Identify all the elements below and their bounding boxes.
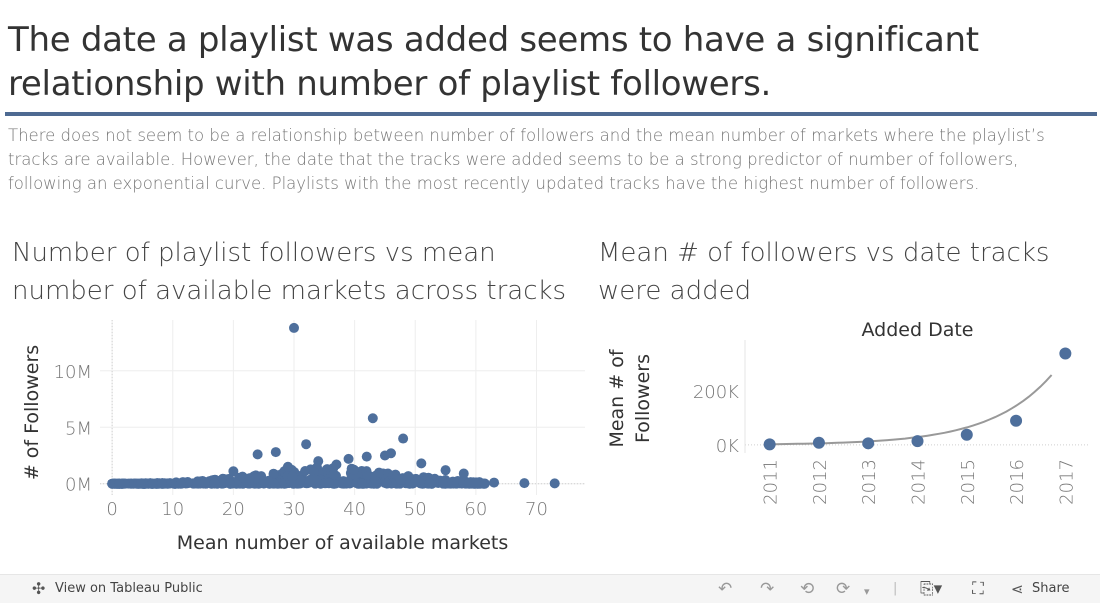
- data-point: [199, 476, 210, 487]
- x-tick-label: 2017: [1056, 459, 1077, 505]
- data-point: [862, 437, 875, 450]
- data-point: [175, 478, 186, 489]
- x-tick-label: 2015: [958, 459, 979, 505]
- data-point: [282, 461, 293, 472]
- x-tick-label: 2016: [1007, 459, 1028, 505]
- data-point: [374, 467, 385, 478]
- data-point: [301, 439, 312, 450]
- scatter-chart[interactable]: 0 10 20 30 40 50 60 70 0M 5M 10M Mean number of ava…: [0, 310, 600, 570]
- data-point: [458, 468, 469, 479]
- data-point: [270, 447, 281, 458]
- refresh-icon[interactable]: ⟳: [836, 579, 851, 599]
- y-axis-label: # of Followers: [21, 345, 43, 480]
- data-point: [300, 466, 311, 477]
- data-point: [244, 473, 255, 484]
- data-point: [1059, 347, 1072, 360]
- data-point: [440, 465, 451, 476]
- fullscreen-icon[interactable]: ⛶: [972, 579, 984, 599]
- data-point: [911, 435, 924, 448]
- x-tick-label: 50: [404, 499, 427, 520]
- x-tick-label: 60: [464, 499, 487, 520]
- tableau-logo-icon: ✣: [32, 579, 46, 598]
- data-point: [323, 478, 334, 489]
- data-point: [361, 451, 372, 462]
- y-tick-label: 0M: [65, 475, 92, 496]
- data-point: [812, 436, 825, 449]
- x-tick-label: 2012: [810, 459, 831, 505]
- data-point: [463, 478, 474, 489]
- data-point: [438, 478, 449, 489]
- data-point: [135, 478, 146, 489]
- data-point: [305, 474, 316, 485]
- x-tick-label: 70: [525, 499, 548, 520]
- y-axis-label-line2: Followers: [632, 354, 654, 443]
- data-point: [960, 428, 973, 441]
- data-point: [343, 478, 354, 489]
- x-tick-label: 0: [106, 499, 117, 520]
- data-point: [403, 471, 414, 482]
- revert-icon[interactable]: ⟲: [800, 579, 815, 599]
- data-point: [258, 476, 269, 487]
- data-point: [114, 478, 125, 489]
- data-point: [357, 478, 368, 489]
- header-label: Added Date: [862, 319, 974, 341]
- data-point: [470, 478, 481, 489]
- chevron-down-icon[interactable]: ▾: [864, 585, 870, 598]
- data-point: [228, 466, 239, 477]
- data-point: [225, 478, 236, 489]
- share-icon[interactable]: ⋖: [1011, 580, 1024, 598]
- download-icon[interactable]: ⎘▾: [920, 579, 943, 599]
- data-point: [348, 464, 359, 475]
- data-point: [209, 478, 220, 489]
- view-on-tableau-link[interactable]: View on Tableau Public: [55, 581, 203, 596]
- data-point: [367, 413, 378, 424]
- data-point: [519, 478, 530, 489]
- data-point: [489, 477, 500, 488]
- share-button[interactable]: Share: [1032, 581, 1070, 596]
- data-point: [386, 448, 396, 459]
- y-axis-label-line1: Mean # of: [606, 348, 628, 447]
- x-tick-label: 2014: [909, 459, 930, 505]
- page-subtitle: There does not seem to be a relationship…: [8, 126, 1045, 193]
- data-point: [328, 469, 339, 480]
- data-point: [331, 459, 342, 470]
- page-title: The date a playlist was added seems to h…: [8, 20, 979, 104]
- data-point: [343, 453, 354, 464]
- x-tick-label: 20: [222, 499, 245, 520]
- data-point: [289, 322, 299, 333]
- x-axis-label: Mean number of available markets: [177, 532, 508, 554]
- y-tick-label: 5M: [65, 418, 92, 439]
- data-point: [156, 478, 167, 489]
- data-point: [424, 478, 435, 489]
- scatter-chart-title: Number of playlist followers vs mean num…: [12, 238, 567, 306]
- data-point: [287, 471, 298, 482]
- data-point: [381, 478, 392, 489]
- x-tick-label: 2011: [761, 459, 782, 505]
- redo-icon[interactable]: ↷: [760, 579, 775, 599]
- data-point: [398, 433, 409, 444]
- tableau-toolbar: ✣ View on Tableau Public ↶ ↷ ⟲ ⟳ ▾ | ⎘▾ …: [0, 574, 1100, 603]
- data-point: [549, 478, 560, 489]
- x-tick-label: 30: [283, 499, 306, 520]
- data-point: [1010, 414, 1023, 427]
- x-tick-label: 2013: [859, 459, 880, 505]
- data-point: [268, 468, 279, 479]
- trend-line: [769, 374, 1053, 446]
- line-chart[interactable]: Added Date 0K 200K Mean # of Followers 2011 20…: [595, 310, 1100, 570]
- toolbar-divider: |: [893, 581, 898, 596]
- data-point: [416, 458, 427, 469]
- data-point: [395, 474, 406, 485]
- x-tick-label: 40: [343, 499, 366, 520]
- y-tick-label: 0K: [716, 436, 739, 457]
- title-divider: [5, 112, 1097, 116]
- data-point: [313, 456, 324, 467]
- data-point: [148, 478, 159, 489]
- undo-icon[interactable]: ↶: [718, 579, 733, 599]
- line-chart-title: Mean # of followers vs date tracks were …: [598, 238, 1050, 306]
- data-point: [763, 438, 776, 451]
- y-tick-label: 10M: [54, 362, 92, 383]
- x-tick-label: 10: [161, 499, 184, 520]
- data-point: [252, 449, 263, 460]
- y-tick-label: 200K: [693, 382, 739, 403]
